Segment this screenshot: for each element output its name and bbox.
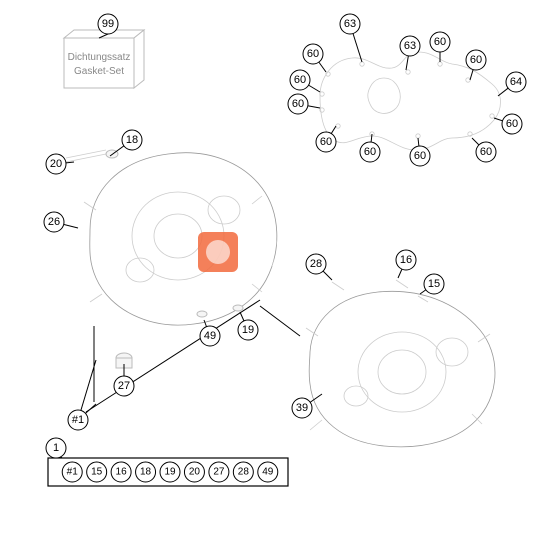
gasket-set-box: Dichtungssatz Gasket-Set — [64, 30, 144, 88]
watermark-line-1: MOTORCYCLE — [250, 233, 371, 252]
gasket-hole — [320, 92, 324, 96]
gasket-hole — [490, 114, 494, 118]
callout-63-text: 63 — [404, 40, 416, 52]
gasket-hole — [360, 62, 364, 66]
bolt-18 — [66, 150, 106, 162]
case-left-detail-1 — [208, 196, 240, 224]
legend-item-28-text: 28 — [238, 467, 250, 478]
callout-60-text: 60 — [320, 136, 332, 148]
case-left-detail-2 — [126, 258, 154, 282]
gasket-box-rect — [64, 38, 134, 88]
callout-28-text: 28 — [310, 258, 322, 270]
case-right-bore-1 — [358, 332, 446, 412]
screws-right — [332, 280, 428, 302]
legend-item-49-text: 49 — [262, 467, 274, 478]
gasket-box-label-2: Gasket-Set — [74, 66, 124, 77]
legend-item-27-text: 27 — [213, 467, 225, 478]
callout-39-text: 39 — [296, 402, 308, 414]
case-right-ribs — [306, 328, 490, 430]
callout-27-text: 27 — [118, 380, 130, 392]
callout-26-text: 26 — [48, 216, 60, 228]
legend-item-#1-text: #1 — [67, 467, 79, 478]
callout-16-text: 16 — [400, 254, 412, 266]
callout-60-text: 60 — [480, 146, 492, 158]
watermark: MOTORCYCLE SPARE PARTS — [198, 232, 371, 272]
legend-item-19-text: 19 — [164, 467, 176, 478]
case-left-bore-2 — [154, 214, 202, 258]
case-right-detail-1 — [436, 338, 468, 366]
callout-60-text: 60 — [470, 54, 482, 66]
legend-item-16-text: 16 — [116, 467, 128, 478]
callout-20-text: 20 — [50, 158, 62, 170]
gasket-hole — [416, 134, 420, 138]
engine-case-right — [306, 280, 495, 447]
callout-60-text: 60 — [307, 48, 319, 60]
case-right-outline — [309, 291, 495, 447]
callout-18-text: 18 — [126, 134, 138, 146]
legend-label-text: 1 — [53, 442, 59, 454]
gasket-inner — [368, 78, 400, 113]
callout-#1-text: #1 — [72, 414, 84, 426]
legend-item-15-text: 15 — [91, 467, 103, 478]
callout-60-text: 60 — [364, 146, 376, 158]
legend-item-20-text: 20 — [189, 467, 201, 478]
callout-19-text: 19 — [242, 324, 254, 336]
gasket-box-side — [134, 30, 144, 88]
callout-49-text: 49 — [204, 330, 216, 342]
case-right-bore-2 — [378, 350, 426, 394]
engine-case-left — [66, 150, 277, 325]
callout-60-text: 60 — [414, 150, 426, 162]
dowel-19 — [233, 305, 243, 311]
callout-63-text: 63 — [344, 18, 356, 30]
gasket-hole — [466, 78, 470, 82]
callout-15-text: 15 — [428, 278, 440, 290]
dowel-49 — [197, 311, 207, 317]
callout-60-text: 60 — [292, 98, 304, 110]
case-right-detail-2 — [344, 386, 368, 406]
legend-item-18-text: 18 — [140, 467, 152, 478]
watermark-badge-inner — [206, 240, 230, 264]
callout-60-text: 60 — [506, 118, 518, 130]
callout-99-text: 99 — [102, 18, 114, 30]
callout-64-text: 64 — [510, 76, 522, 88]
gasket-box-label-1: Dichtungssatz — [68, 52, 131, 63]
case-left-outline — [90, 153, 277, 325]
legend: #1 15 16 18 19 20 27 28 49 1 — [46, 438, 288, 486]
gasket-hole — [406, 70, 410, 74]
dowels — [116, 305, 243, 368]
gasket-hole — [336, 124, 340, 128]
gasket-hole — [438, 62, 442, 66]
callout-60-text: 60 — [294, 74, 306, 86]
callout-60-text: 60 — [434, 36, 446, 48]
